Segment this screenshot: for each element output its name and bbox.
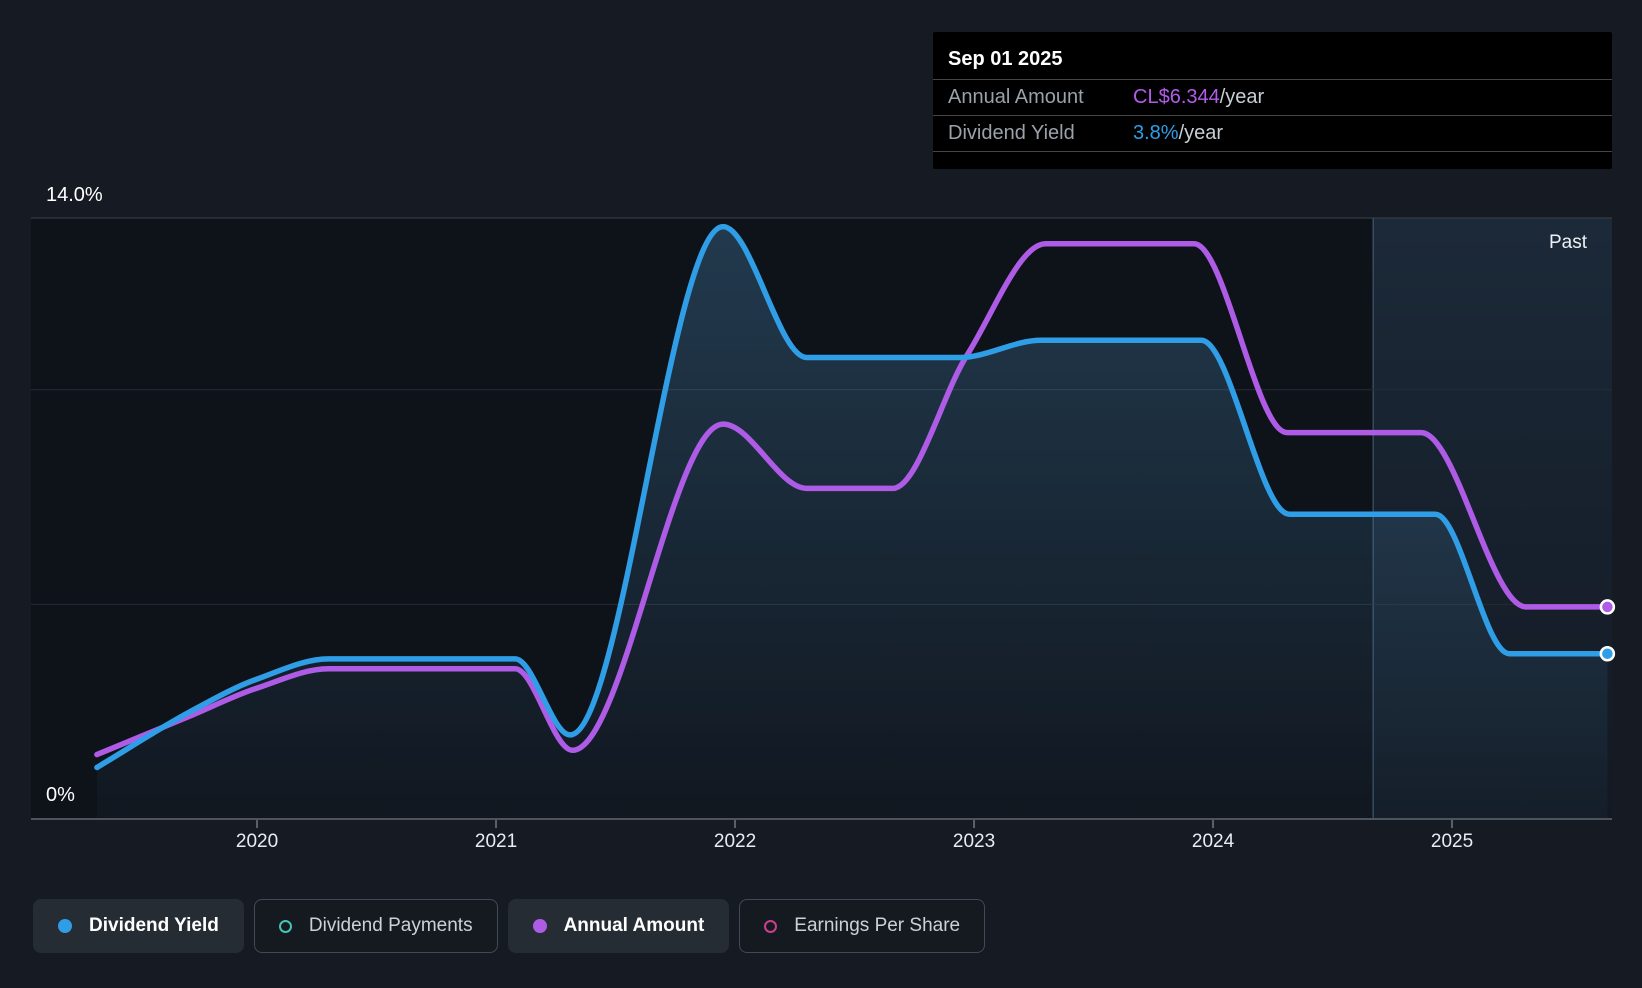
tooltip-row-annual-amount: Annual Amount CL$6.344 /year: [933, 79, 1612, 115]
x-axis-label-2020: 2020: [235, 831, 279, 852]
chart-legend: Dividend Yield Dividend Payments Annual …: [33, 899, 986, 953]
dividend-payments-marker-icon: [278, 919, 292, 933]
tooltip-value-dividend-yield: 3.8%: [1133, 122, 1179, 144]
tooltip-row-dividend-yield: Dividend Yield 3.8% /year: [933, 115, 1612, 152]
x-axis-label-2025: 2025: [1430, 831, 1474, 852]
tooltip-suffix: /year: [1178, 122, 1224, 144]
tooltip-label: Annual Amount: [948, 86, 1084, 108]
x-axis-label-2021: 2021: [474, 831, 518, 852]
chart-tooltip: Sep 01 2025 Annual Amount CL$6.344 /year…: [933, 32, 1612, 169]
legend-label-dividend-payments: Dividend Payments: [308, 915, 473, 936]
y-axis-zero-label: 0%: [46, 784, 75, 806]
series-end-marker: [1599, 645, 1616, 662]
legend-toggle-dividend-payments[interactable]: Dividend Payments: [253, 899, 498, 953]
tooltip-date: Sep 01 2025: [948, 48, 1063, 70]
earnings-per-share-marker-icon: [764, 919, 778, 933]
x-axis-label-2024: 2024: [1191, 831, 1235, 852]
legend-toggle-annual-amount[interactable]: Annual Amount: [507, 899, 730, 953]
tooltip-value-annual-amount: CL$6.344: [1133, 86, 1220, 108]
series-end-marker: [1599, 599, 1616, 615]
y-axis-max-label: 14.0%: [46, 184, 103, 206]
legend-label-earnings-per-share: Earnings Per Share: [794, 915, 961, 936]
past-region-label: Past: [1549, 232, 1588, 253]
tooltip-label: Dividend Yield: [948, 122, 1075, 144]
tooltip-suffix: /year: [1219, 86, 1265, 108]
legend-toggle-earnings-per-share[interactable]: Earnings Per Share: [739, 899, 986, 953]
legend-label-annual-amount: Annual Amount: [563, 915, 705, 936]
x-axis-label-2023: 2023: [952, 831, 996, 852]
legend-label-dividend-yield: Dividend Yield: [89, 915, 219, 936]
x-axis-label-2022: 2022: [713, 831, 757, 852]
annual-amount-marker-icon: [532, 919, 547, 933]
dividend-yield-marker-icon: [58, 919, 72, 933]
legend-toggle-dividend-yield[interactable]: Dividend Yield: [33, 899, 244, 953]
